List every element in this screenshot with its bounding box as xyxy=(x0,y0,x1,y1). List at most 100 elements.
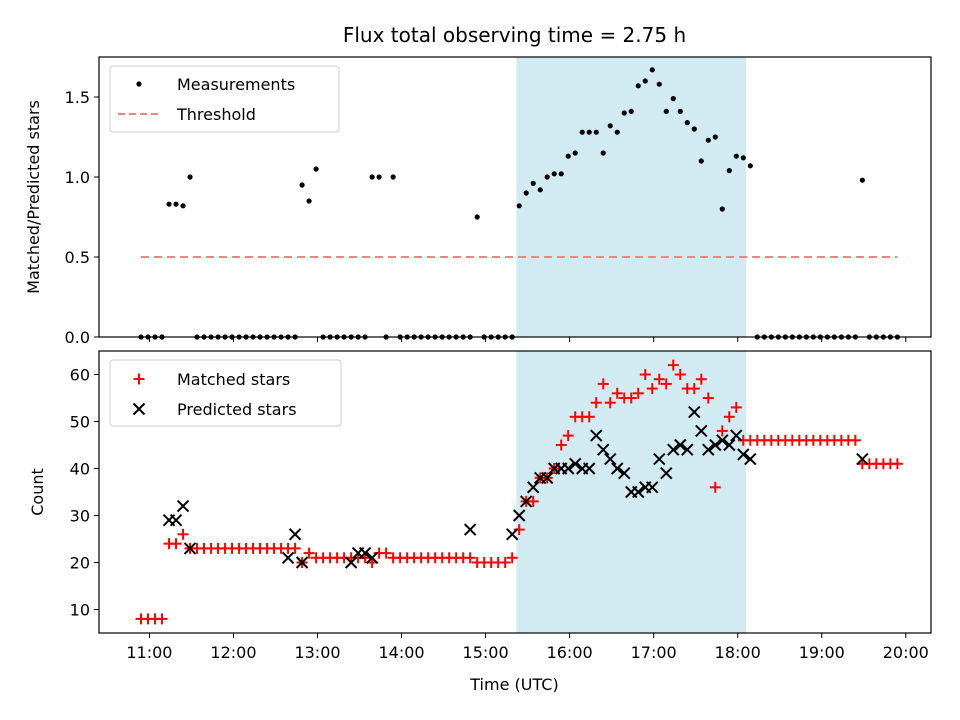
measurement-point xyxy=(180,203,186,209)
measurement-point xyxy=(670,96,676,102)
measurement-point xyxy=(530,180,536,186)
measurement-point xyxy=(537,187,543,193)
predicted-star-point xyxy=(519,495,533,508)
top-y-tick-label: 0.5 xyxy=(65,248,90,267)
measurement-point xyxy=(628,108,634,114)
top-y-tick-label: 1.5 xyxy=(65,88,90,107)
predicted-star-point xyxy=(463,523,477,536)
measurement-point xyxy=(719,206,725,212)
legend-threshold-label: Threshold xyxy=(176,105,256,124)
top-observing-window-shade xyxy=(516,57,747,337)
predicted-star-point xyxy=(856,452,869,466)
x-tick-label: 19:00 xyxy=(799,643,845,662)
predicted-star-point xyxy=(667,443,680,456)
measurement-point xyxy=(390,174,396,180)
measurement-point xyxy=(369,174,375,180)
bottom-y-tick-label: 30 xyxy=(70,507,90,526)
predicted-star-point xyxy=(653,452,666,466)
matched-star-point xyxy=(170,538,182,550)
matched-star-point xyxy=(639,369,651,380)
matched-star-point xyxy=(177,528,189,540)
x-tick-label: 18:00 xyxy=(715,643,761,662)
matched-star-point xyxy=(506,552,518,564)
measurement-point xyxy=(663,108,669,114)
predicted-star-point xyxy=(365,551,379,565)
predicted-star-point xyxy=(569,457,582,471)
chart-title: Flux total observing time = 2.75 h xyxy=(343,23,686,47)
legend-matched-marker xyxy=(133,373,145,385)
x-axis-title: Time (UTC) xyxy=(469,675,558,694)
measurement-point xyxy=(614,129,620,135)
matched-star-point xyxy=(646,383,658,395)
measurement-point xyxy=(166,201,172,207)
legend-matched-label: Matched stars xyxy=(177,370,290,389)
top-plot-frame xyxy=(98,56,932,338)
measurement-point xyxy=(705,137,711,143)
legend-matched-plus xyxy=(133,373,145,385)
matched-star-point xyxy=(660,378,672,390)
measurement-point xyxy=(677,108,683,114)
measurement-point xyxy=(747,163,753,169)
measurement-point xyxy=(376,174,382,180)
x-tick-label: 20:00 xyxy=(883,643,929,662)
measurement-point xyxy=(859,177,865,183)
bottom-legend-box xyxy=(109,359,342,427)
matched-star-point xyxy=(891,458,903,470)
measurement-point xyxy=(635,83,641,89)
predicted-star-point xyxy=(505,528,519,541)
measurement-point xyxy=(299,182,305,188)
measurement-point xyxy=(516,203,522,209)
measurement-point xyxy=(726,168,732,174)
predicted-star-point xyxy=(583,462,596,475)
predicted-star-point xyxy=(169,513,183,527)
predicted-star-point xyxy=(618,466,631,480)
top-y-tick-label: 1.0 xyxy=(65,168,90,187)
top-y-axis-title: Matched/Predicted stars xyxy=(24,100,43,294)
predicted-star-point xyxy=(597,443,610,456)
predicted-star-point xyxy=(281,551,295,565)
bottom-y-tick-label: 20 xyxy=(70,554,90,573)
matched-star-point xyxy=(625,392,637,404)
measurement-point xyxy=(523,190,529,196)
matched-star-point xyxy=(303,547,315,559)
top-legend-box xyxy=(109,65,340,133)
measurement-point xyxy=(313,166,319,172)
predicted-star-point xyxy=(744,452,757,466)
measurement-point xyxy=(593,129,599,135)
matched-star-point xyxy=(688,383,700,395)
measurement-point xyxy=(698,158,704,164)
measurement-point xyxy=(558,171,564,177)
x-tick-label: 14:00 xyxy=(378,643,424,662)
matched-star-point xyxy=(583,411,595,423)
predicted-star-point xyxy=(541,471,554,485)
predicted-star-point xyxy=(562,462,575,475)
measurement-point xyxy=(551,171,557,177)
matched-star-point xyxy=(611,387,623,399)
measurement-point xyxy=(712,134,718,140)
matched-star-point xyxy=(674,369,686,380)
predicted-star-point xyxy=(295,556,309,569)
predicted-star-point xyxy=(709,438,722,452)
x-tick-label: 11:00 xyxy=(126,643,172,662)
top-legend: Measurements Threshold xyxy=(109,65,340,133)
matched-star-point xyxy=(597,378,609,390)
matched-star-point xyxy=(562,430,574,442)
measurement-point xyxy=(565,153,571,159)
matched-star-point xyxy=(156,613,168,625)
predicted-star-point xyxy=(183,542,197,555)
measurement-point xyxy=(740,155,746,161)
matched-star-point xyxy=(723,411,735,423)
matched-star-point xyxy=(604,397,616,409)
measurement-point xyxy=(621,110,627,116)
x-tick-label: 13:00 xyxy=(294,643,340,662)
measurement-point xyxy=(544,174,550,180)
measurement-point xyxy=(586,129,592,135)
measurement-point xyxy=(173,201,179,207)
bottom-y-tick-label: 60 xyxy=(70,366,90,385)
measurement-point xyxy=(187,174,193,180)
measurement-point xyxy=(600,150,606,156)
predicted-star-point xyxy=(723,438,736,452)
x-tick-label: 16:00 xyxy=(547,643,593,662)
predicted-star-point xyxy=(611,462,624,475)
measurement-point xyxy=(642,78,648,84)
